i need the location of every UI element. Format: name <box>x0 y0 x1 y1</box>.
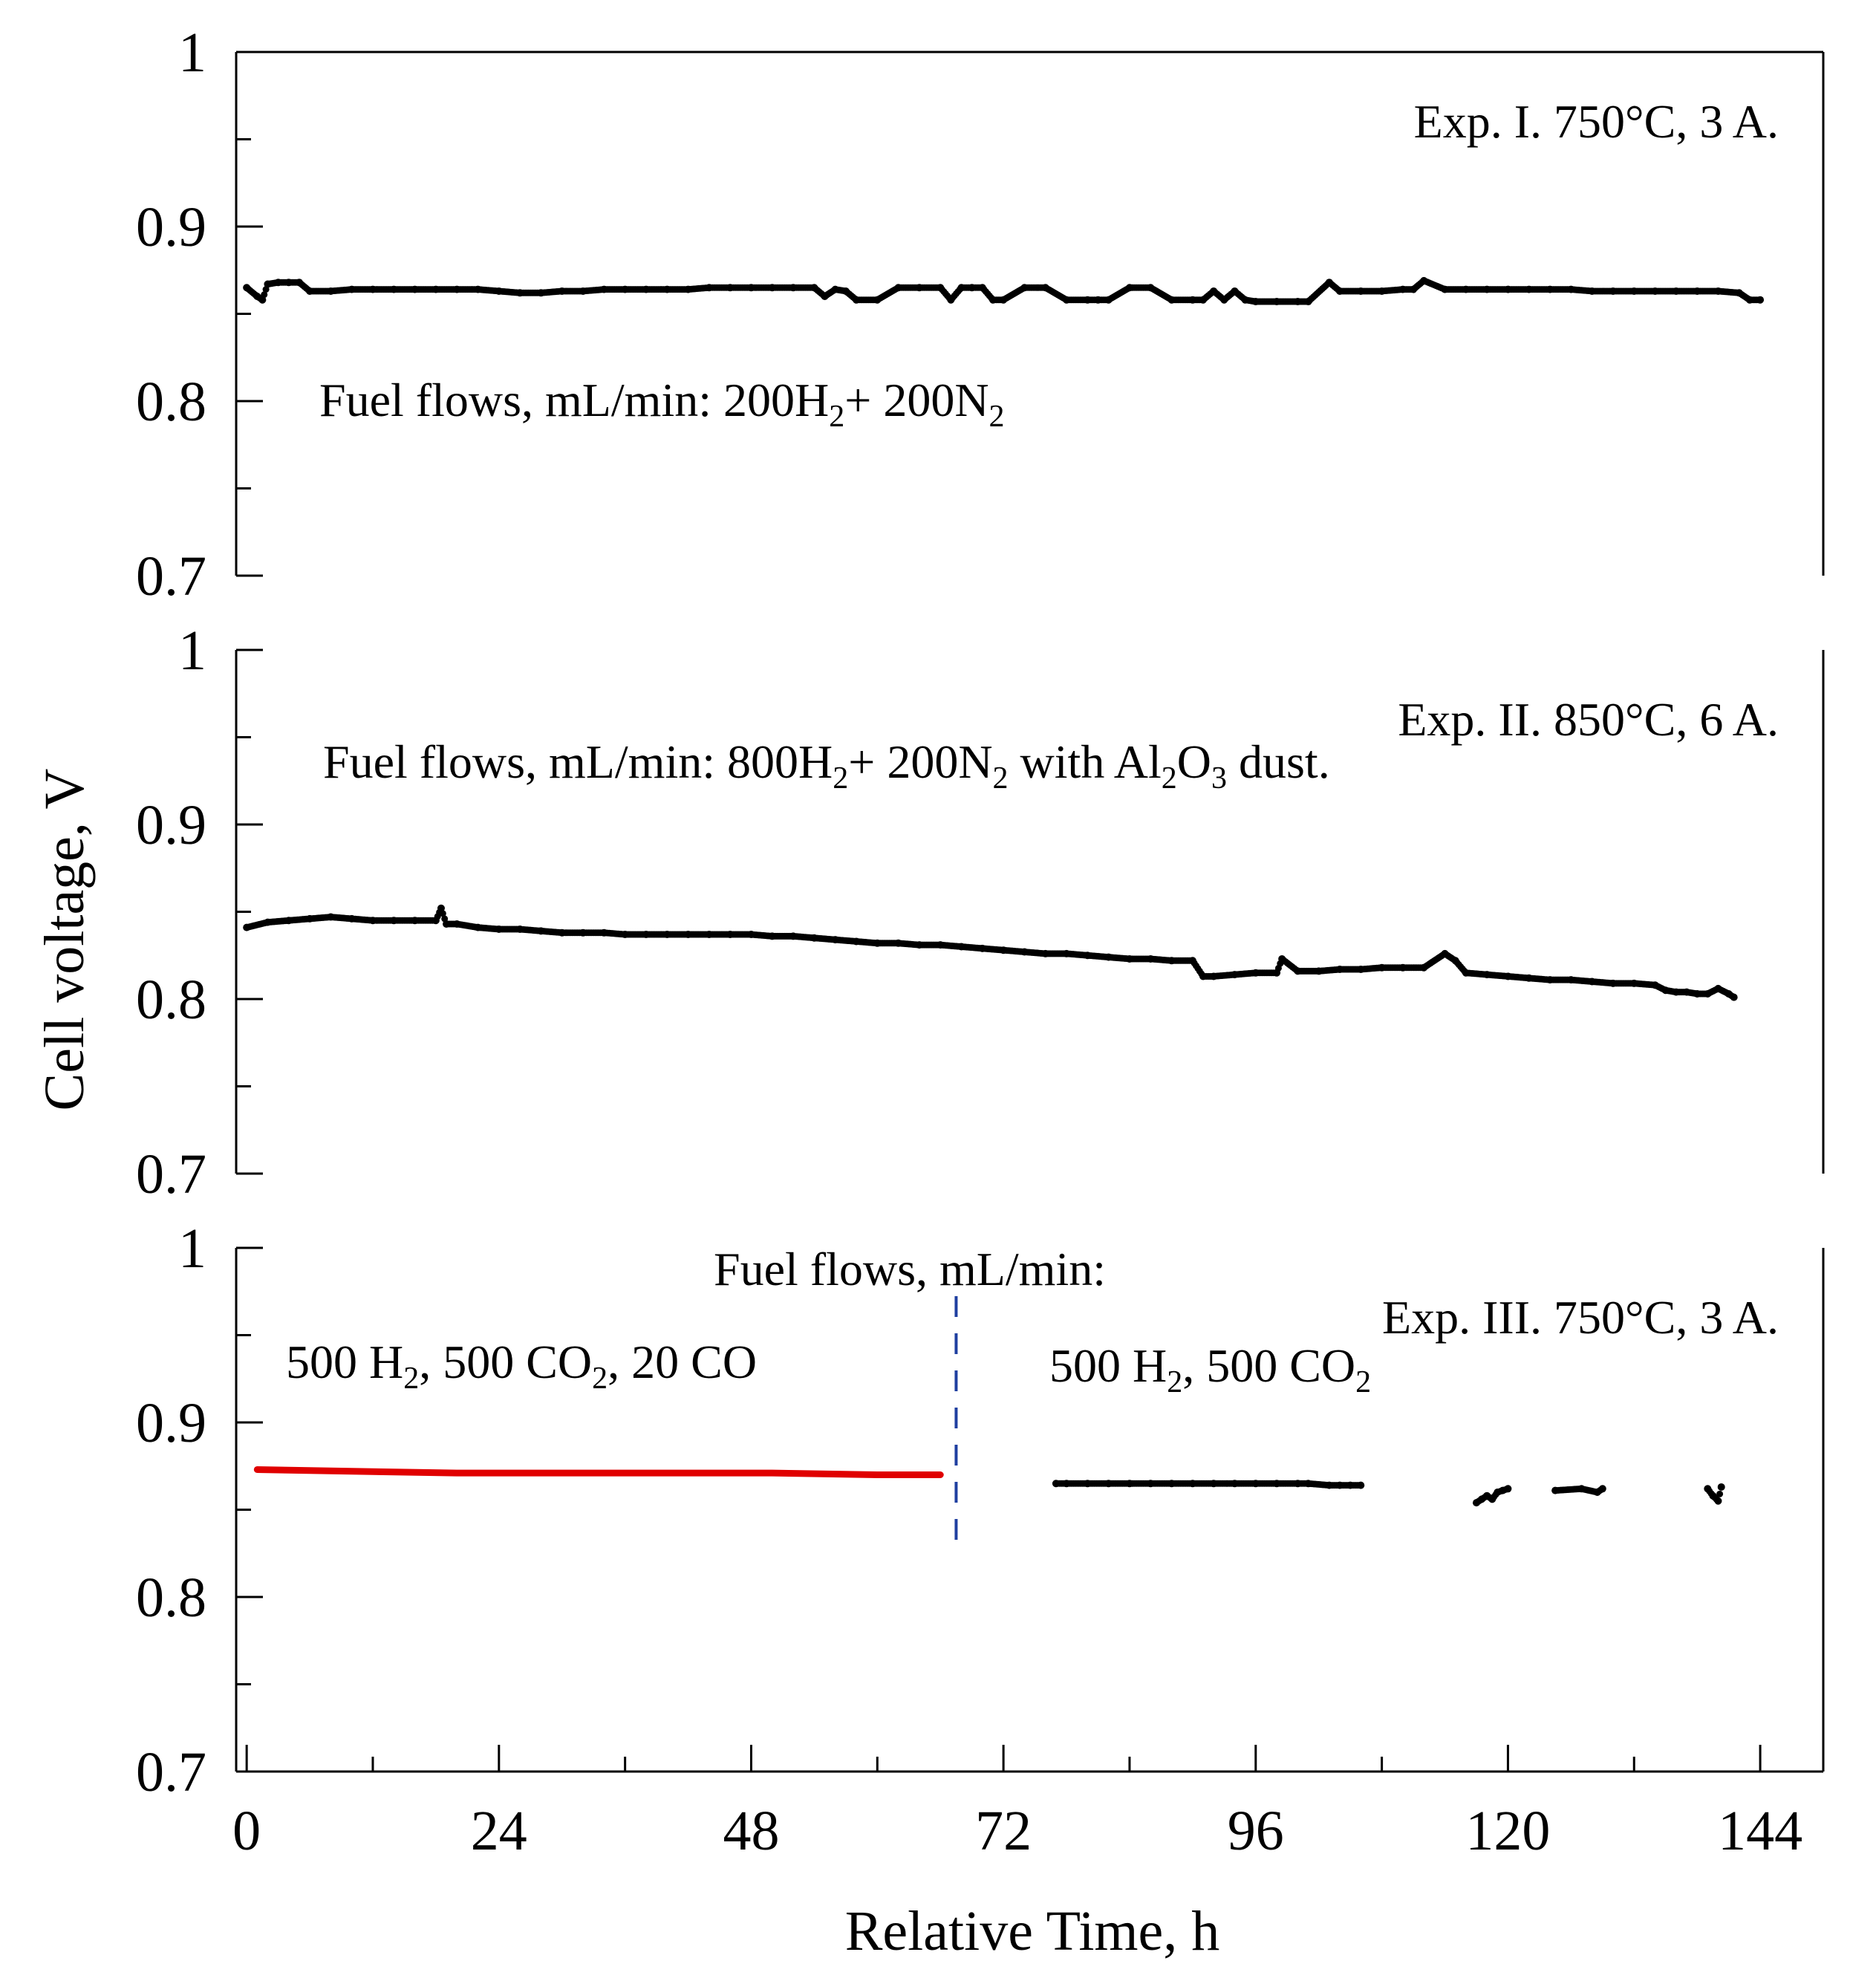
data-point <box>1355 1482 1363 1489</box>
text-run: , 500 CO <box>1182 1339 1355 1392</box>
y-tick-label: 0.8 <box>136 371 206 433</box>
text-run: + 200N <box>848 735 992 788</box>
text-run: 500 H <box>1049 1339 1167 1392</box>
y-tick-label: 0.9 <box>136 1392 206 1454</box>
text-run: + 200N <box>844 374 989 426</box>
data-point <box>1502 1486 1510 1493</box>
subscript: 2 <box>1162 761 1177 796</box>
subscript: 2 <box>592 1362 608 1396</box>
data-point <box>1271 969 1279 977</box>
y-tick-label: 0.7 <box>136 1741 206 1803</box>
fuel-flow-annotation: Fuel flows, mL/min: 800H2+ 200N2 with Al… <box>323 735 1330 796</box>
chart-texts: 0.7 0.8 0.9 1 Exp. I. 750°C, 3 A. Fuel flows,… <box>136 22 1802 1862</box>
subscript: 2 <box>403 1362 419 1396</box>
text-run: , 20 CO <box>608 1336 757 1388</box>
x-tick-label: 72 <box>975 1800 1032 1862</box>
subscript: 2 <box>993 761 1009 796</box>
subscript: 2 <box>1355 1365 1371 1399</box>
text-run: 500 H <box>286 1336 403 1388</box>
data-point <box>262 286 270 293</box>
text-run: O <box>1177 735 1211 788</box>
y-tick-label: 0.8 <box>136 1567 206 1629</box>
y-tick-label: 0.9 <box>136 196 206 258</box>
x-tick-label: 24 <box>471 1800 527 1862</box>
text-run: , 500 CO <box>419 1336 592 1388</box>
data-marks <box>243 276 1765 1541</box>
panel-title: Exp. III. 750°C, 3 A. <box>1382 1291 1779 1344</box>
y-tick-label: 0.7 <box>136 545 206 608</box>
panel-title: Exp. I. 750°C, 3 A. <box>1414 95 1779 148</box>
x-tick-label: 0 <box>232 1800 261 1862</box>
subscript: 2 <box>1167 1365 1182 1399</box>
y-tick-label: 1 <box>178 22 206 84</box>
data-point <box>261 291 268 299</box>
axis-ticks <box>236 51 1762 1773</box>
data-point <box>1713 1495 1720 1503</box>
y-tick-label: 0.7 <box>136 1143 206 1206</box>
condition-label-left: 500 H2, 500 CO2, 20 CO <box>286 1336 757 1396</box>
data-point <box>1728 992 1736 1000</box>
fuel-flow-annotation: Fuel flows, mL/min: <box>714 1243 1106 1295</box>
data-point <box>1716 1490 1724 1497</box>
data-point <box>441 915 449 923</box>
text-run: Fuel flows, mL/min: 200H <box>319 374 829 426</box>
x-tick-label: 144 <box>1718 1800 1802 1862</box>
data-point <box>439 910 446 917</box>
text-run: dust. <box>1227 735 1330 788</box>
y-tick-label: 0.9 <box>136 794 206 856</box>
condition-label-right: 500 H2, 500 CO2 <box>1049 1339 1371 1399</box>
x-tick-label: 120 <box>1465 1800 1550 1862</box>
panel-frames <box>235 51 1825 1773</box>
text-run: with Al <box>1009 735 1162 788</box>
data-point <box>1755 296 1762 304</box>
y-tick-label: 1 <box>178 619 206 682</box>
x-tick-label: 48 <box>723 1800 779 1862</box>
y-tick-label: 0.8 <box>136 969 206 1031</box>
fuel-flow-annotation: Fuel flows, mL/min: 200H2+ 200N2 <box>319 374 1005 434</box>
subscript: 2 <box>833 761 848 796</box>
panel-title: Exp. II. 850°C, 6 A. <box>1398 693 1779 746</box>
data-point <box>1597 1486 1604 1494</box>
x-axis-title: Relative Time, h <box>845 1900 1220 1962</box>
subscript: 2 <box>829 400 844 434</box>
data-point <box>1717 1483 1725 1491</box>
subscript: 2 <box>989 400 1005 434</box>
series-line <box>253 1466 944 1478</box>
text-run: Fuel flows, mL/min: 800H <box>323 735 833 788</box>
x-tick-label: 96 <box>1228 1800 1284 1862</box>
subscript: 3 <box>1211 761 1227 796</box>
y-tick-label: 1 <box>178 1217 206 1280</box>
y-axis-title: Cell voltage, V <box>33 768 96 1110</box>
